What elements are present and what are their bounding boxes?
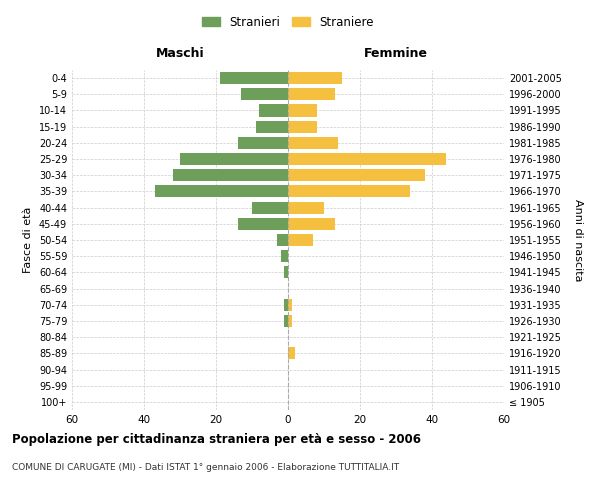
Bar — [288, 104, 317, 117]
Text: COMUNE DI CARUGATE (MI) - Dati ISTAT 1° gennaio 2006 - Elaborazione TUTTITALIA.I: COMUNE DI CARUGATE (MI) - Dati ISTAT 1° … — [12, 462, 399, 471]
Bar — [288, 218, 335, 230]
Bar — [288, 137, 338, 149]
Bar — [288, 186, 410, 198]
Bar — [288, 348, 295, 360]
Bar — [238, 137, 288, 149]
Y-axis label: Anni di nascita: Anni di nascita — [573, 198, 583, 281]
Bar — [241, 88, 288, 101]
Bar — [173, 169, 288, 181]
Legend: Stranieri, Straniere: Stranieri, Straniere — [197, 11, 379, 34]
Bar — [288, 202, 324, 213]
Bar — [256, 120, 288, 132]
Bar — [288, 88, 335, 101]
Text: Popolazione per cittadinanza straniera per età e sesso - 2006: Popolazione per cittadinanza straniera p… — [12, 432, 421, 446]
Bar — [288, 72, 342, 84]
Bar — [284, 266, 288, 278]
Bar — [288, 120, 317, 132]
Bar — [180, 153, 288, 165]
Text: Femmine: Femmine — [364, 47, 428, 60]
Bar — [252, 202, 288, 213]
Bar — [288, 315, 292, 327]
Bar — [238, 218, 288, 230]
Text: Maschi: Maschi — [155, 47, 205, 60]
Bar — [288, 169, 425, 181]
Bar — [288, 153, 446, 165]
Bar — [259, 104, 288, 117]
Y-axis label: Fasce di età: Fasce di età — [23, 207, 33, 273]
Bar — [288, 298, 292, 311]
Bar — [155, 186, 288, 198]
Bar — [288, 234, 313, 246]
Bar — [220, 72, 288, 84]
Bar — [284, 298, 288, 311]
Bar — [281, 250, 288, 262]
Bar — [277, 234, 288, 246]
Bar — [284, 315, 288, 327]
